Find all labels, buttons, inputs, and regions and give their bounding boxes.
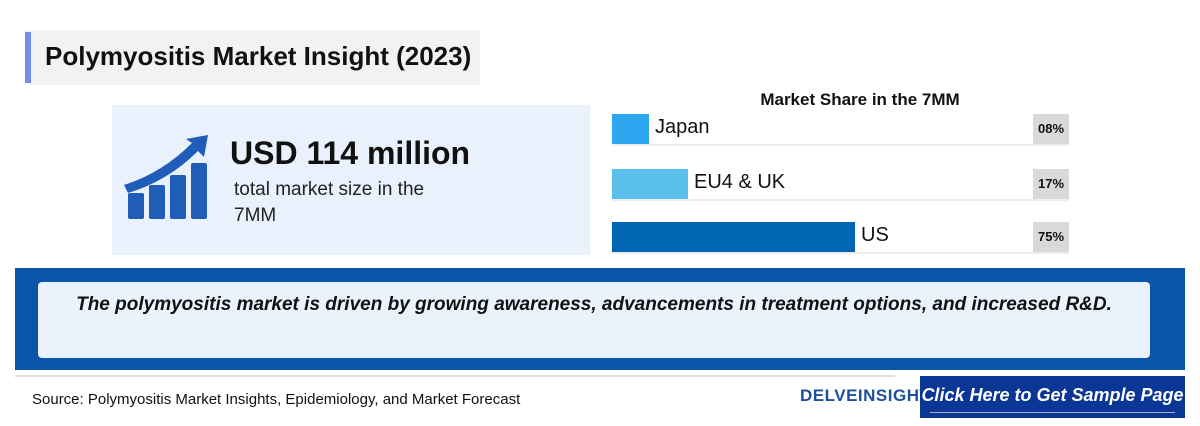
page-title: Polymyositis Market Insight (2023): [45, 41, 472, 71]
bar-value-label: 17%: [1033, 169, 1069, 199]
bar-value-label: 75%: [1033, 222, 1069, 252]
bar-row: EU4 & UK 17%: [612, 169, 1069, 201]
cta-underline: [930, 412, 1175, 413]
footer-divider: [15, 375, 895, 377]
bar-label: US: [861, 224, 889, 246]
bar-value-label: 08%: [1033, 114, 1069, 144]
delveinsight-logo[interactable]: DELVEINSIGHT: [800, 386, 931, 405]
market-size-caption: total market size in the 7MM: [234, 179, 425, 226]
market-size-value: USD 114 million: [230, 135, 471, 171]
bar-label: Japan: [655, 116, 710, 138]
get-sample-page-button[interactable]: Click Here to Get Sample Page: [920, 376, 1185, 418]
source-text: Source: Polymyositis Market Insights, Ep…: [32, 391, 521, 408]
title-accent-bar: [25, 32, 31, 83]
bar-row: US 75%: [612, 222, 1069, 254]
bar: [612, 169, 688, 199]
growth-chart-icon: [124, 135, 208, 219]
bar: [612, 222, 855, 252]
market-size-panel: USD 114 million total market size in the…: [112, 105, 590, 255]
bar: [612, 114, 649, 144]
insight-text: The polymyositis market is driven by gro…: [38, 282, 1150, 358]
cta-label: Click Here to Get Sample Page: [921, 385, 1184, 405]
insight-banner: The polymyositis market is driven by gro…: [15, 268, 1185, 370]
chart-title: Market Share in the 7MM: [760, 90, 960, 109]
bar-row: Japan 08%: [612, 114, 1069, 146]
bar-label: EU4 & UK: [694, 171, 786, 193]
title-box: Polymyositis Market Insight (2023): [25, 30, 480, 85]
